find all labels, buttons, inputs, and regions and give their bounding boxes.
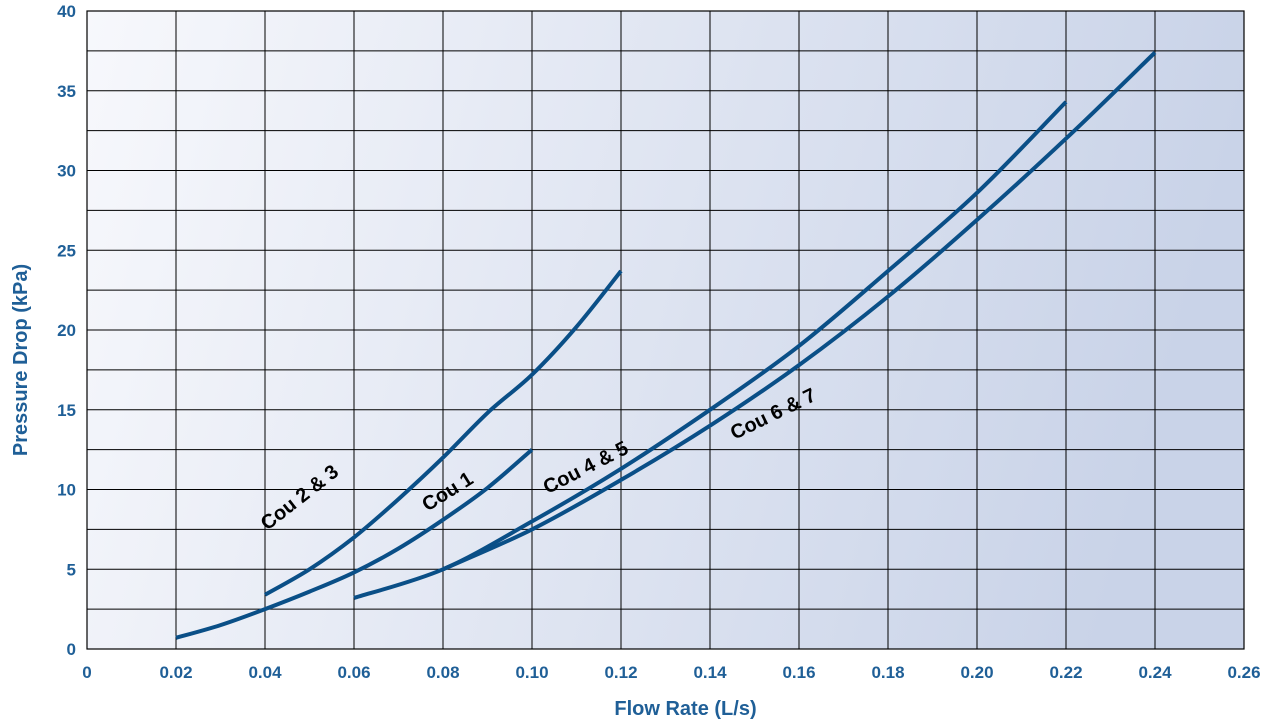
series-lines bbox=[175, 51, 1157, 640]
x-tick-label: 0.02 bbox=[159, 663, 192, 682]
series-line-1 bbox=[263, 269, 623, 597]
plot-border bbox=[86, 10, 1245, 650]
x-tick-label: 0.10 bbox=[515, 663, 548, 682]
y-tick-label: 10 bbox=[57, 481, 76, 500]
grid bbox=[86, 10, 1245, 650]
x-tick-label: 0.24 bbox=[1138, 663, 1172, 682]
x-axis-ticks: 0 0.02 0.04 0.06 0.08 0.10 0.12 0.14 0.16 0.18 0.2… bbox=[82, 663, 1260, 682]
x-tick-label: 0.22 bbox=[1049, 663, 1082, 682]
x-tick-label: 0 bbox=[82, 663, 91, 682]
x-tick-label: 0.08 bbox=[426, 663, 459, 682]
x-tick-label: 0.18 bbox=[871, 663, 904, 682]
x-tick-label: 0.06 bbox=[337, 663, 370, 682]
y-tick-label: 5 bbox=[67, 560, 76, 579]
x-tick-label: 0.04 bbox=[248, 663, 282, 682]
y-axis-ticks: 0 5 10 15 20 25 30 35 40 bbox=[57, 2, 76, 659]
y-tick-label: 20 bbox=[57, 321, 76, 340]
series-line-4 bbox=[442, 51, 1157, 572]
x-tick-label: 0.14 bbox=[693, 663, 727, 682]
x-tick-label: 0.12 bbox=[604, 663, 637, 682]
x-tick-label: 0.16 bbox=[782, 663, 815, 682]
y-tick-label: 0 bbox=[67, 640, 76, 659]
y-tick-label: 25 bbox=[57, 241, 76, 260]
x-tick-label: 0.20 bbox=[960, 663, 993, 682]
x-axis-label: Flow Rate (L/s) bbox=[614, 698, 756, 720]
y-tick-label: 40 bbox=[57, 2, 76, 21]
y-tick-label: 30 bbox=[57, 162, 76, 181]
x-tick-label: 0.26 bbox=[1227, 663, 1260, 682]
y-tick-label: 15 bbox=[57, 401, 76, 420]
y-tick-label: 35 bbox=[57, 82, 76, 101]
y-axis-label: Pressure Drop (kPa) bbox=[10, 264, 32, 456]
series-line-2 bbox=[175, 448, 534, 640]
